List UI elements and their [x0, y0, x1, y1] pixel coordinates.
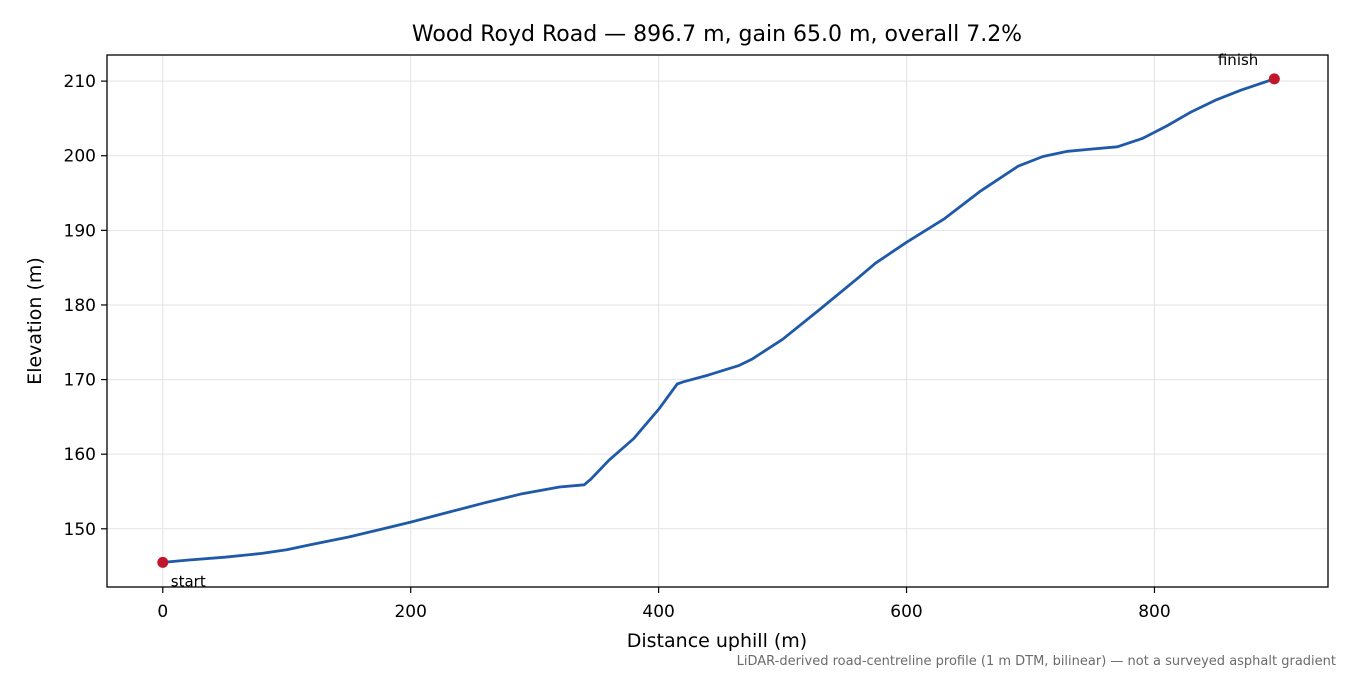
- y-tick-label: 150: [64, 520, 96, 540]
- y-tick-label: 180: [64, 296, 96, 316]
- finish-marker: [1268, 73, 1280, 85]
- x-tick-label: 400: [642, 602, 674, 622]
- x-tick-label: 200: [394, 602, 426, 622]
- x-tick-label: 600: [890, 602, 922, 622]
- start-label: start: [171, 572, 206, 590]
- x-tick-label: 0: [157, 602, 168, 622]
- chart-title: Wood Royd Road — 896.7 m, gain 65.0 m, o…: [412, 22, 1022, 47]
- grid: [107, 55, 1328, 587]
- y-tick-label: 200: [64, 147, 96, 167]
- elevation-profile-line: [161, 77, 1276, 564]
- y-tick-label: 160: [64, 445, 96, 465]
- series-layer: [161, 77, 1276, 564]
- start-marker: [157, 556, 169, 568]
- y-tick-label: 190: [64, 221, 96, 241]
- finish-label: finish: [1218, 51, 1258, 69]
- marker-layer: start finish: [157, 51, 1280, 590]
- x-tick-label: 800: [1138, 602, 1170, 622]
- x-axis-label: Distance uphill (m): [627, 630, 807, 652]
- y-tick-label: 210: [64, 72, 96, 92]
- x-axis: 0 200 400 600 800: [157, 587, 1171, 622]
- footnote: LiDAR-derived road-centreline profile (1…: [737, 654, 1336, 669]
- y-tick-label: 170: [64, 371, 96, 391]
- y-axis: 150 160 170 180 190 200 210: [64, 72, 107, 540]
- plot-frame: [106, 54, 1329, 588]
- y-axis-label: Elevation (m): [24, 257, 46, 385]
